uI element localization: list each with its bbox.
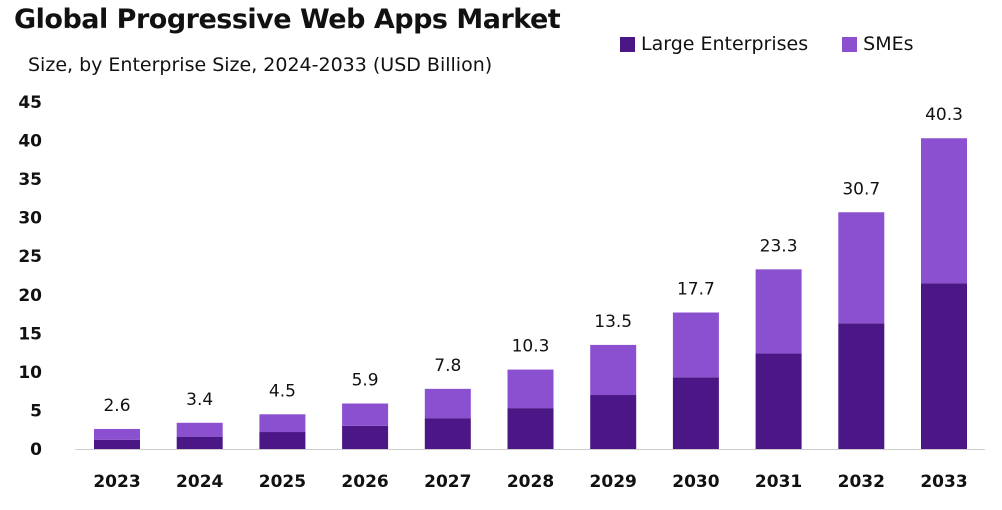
- chart-title: Global Progressive Web Apps Market: [14, 4, 561, 35]
- y-tick-label: 30: [18, 209, 42, 229]
- y-tick-label: 40: [18, 132, 42, 152]
- x-tick-label: 2027: [424, 472, 471, 492]
- legend: Large Enterprises SMEs: [620, 33, 914, 55]
- bar-segment: [921, 283, 967, 449]
- x-tick-label: 2026: [341, 472, 388, 492]
- data-label: 23.3: [760, 236, 798, 256]
- legend-item-smes: SMEs: [842, 33, 914, 55]
- bar-segment: [590, 344, 637, 396]
- bar-segment: [424, 388, 471, 419]
- legend-label: SMEs: [863, 33, 914, 55]
- bar-segment: [342, 425, 389, 449]
- data-label: 3.4: [186, 390, 213, 410]
- bar-segment: [590, 395, 637, 449]
- bar-segment: [838, 323, 885, 449]
- data-label: 2.6: [103, 396, 130, 416]
- y-tick-label: 45: [18, 93, 42, 113]
- data-label: 30.7: [842, 179, 880, 199]
- bar-segment: [424, 418, 471, 449]
- x-tick-label: 2024: [176, 472, 223, 492]
- data-label: 40.3: [925, 105, 963, 125]
- x-tick-label: 2033: [920, 472, 967, 492]
- bar-segment: [259, 432, 306, 449]
- legend-swatch: [842, 36, 858, 52]
- y-tick-label: 0: [30, 440, 42, 460]
- bar-segment: [259, 414, 306, 433]
- data-label: 10.3: [512, 337, 550, 357]
- data-label: 4.5: [269, 381, 296, 401]
- y-tick-label: 20: [18, 286, 42, 306]
- bar-segment: [176, 422, 223, 437]
- bar-segment: [672, 377, 719, 449]
- bar-segment: [838, 212, 885, 324]
- legend-label: Large Enterprises: [641, 33, 809, 55]
- chart-subtitle: Size, by Enterprise Size, 2024-2033 (USD…: [28, 54, 493, 76]
- data-label: 5.9: [352, 371, 379, 391]
- bar-segment: [921, 138, 967, 284]
- bar-segment: [94, 428, 140, 440]
- legend-item-large-enterprises: Large Enterprises: [620, 33, 808, 55]
- bar-segment: [507, 369, 554, 409]
- x-tick-label: 2031: [755, 472, 802, 492]
- bar-segment: [672, 312, 719, 378]
- bar-segment: [507, 408, 554, 449]
- x-tick-label: 2025: [259, 472, 306, 492]
- bar-segment: [755, 269, 802, 354]
- y-tick-label: 35: [18, 170, 42, 190]
- bar-segment: [176, 436, 223, 449]
- y-tick-label: 10: [18, 363, 42, 383]
- x-tick-label: 2023: [93, 472, 140, 492]
- data-label: 13.5: [594, 312, 632, 332]
- data-label: 7.8: [434, 356, 461, 376]
- bar-segment: [755, 353, 802, 449]
- x-tick-label: 2028: [507, 472, 554, 492]
- data-label: 17.7: [677, 280, 715, 300]
- x-tick-label: 2029: [590, 472, 637, 492]
- bar-segment: [342, 403, 389, 426]
- x-tick-label: 2030: [672, 472, 719, 492]
- bar-segment: [94, 439, 140, 449]
- y-tick-label: 15: [18, 324, 42, 344]
- legend-swatch: [620, 36, 635, 52]
- y-tick-label: 25: [18, 247, 42, 267]
- x-tick-label: 2032: [838, 472, 885, 492]
- y-tick-label: 5: [30, 401, 42, 421]
